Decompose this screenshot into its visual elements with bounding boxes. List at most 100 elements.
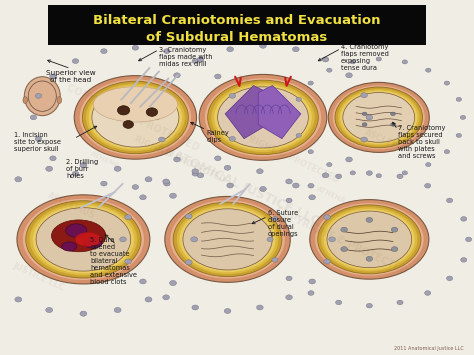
Circle shape [324,215,330,220]
Circle shape [164,181,170,186]
Circle shape [366,115,373,120]
Circle shape [391,112,395,116]
Ellipse shape [93,87,177,122]
Circle shape [224,308,231,313]
Text: of Subdural Hematomas: of Subdural Hematomas [146,31,328,44]
Circle shape [72,171,79,176]
Circle shape [461,217,467,221]
Circle shape [322,57,329,62]
Circle shape [296,97,301,102]
Circle shape [197,173,204,178]
Text: 2011 Anatomical Justice LLC: 2011 Anatomical Justice LLC [394,346,464,351]
Circle shape [308,184,314,188]
Circle shape [308,291,314,295]
Ellipse shape [62,242,77,251]
Circle shape [292,183,299,188]
Circle shape [366,256,373,261]
Circle shape [309,279,316,284]
Text: 3. Craniotomy
flaps made with
midas rex drill: 3. Craniotomy flaps made with midas rex … [159,47,212,67]
Circle shape [376,174,382,178]
Ellipse shape [214,84,312,150]
Circle shape [425,291,431,295]
Circle shape [50,74,56,79]
Text: RIGHT © PROTECTED: RIGHT © PROTECTED [247,135,340,185]
Ellipse shape [17,195,150,284]
Ellipse shape [315,203,424,275]
Ellipse shape [92,88,179,147]
Text: 2. Drilling
of burr
holes: 2. Drilling of burr holes [66,159,98,179]
Circle shape [362,112,367,116]
Ellipse shape [89,86,182,149]
Ellipse shape [338,89,419,146]
Circle shape [158,137,165,142]
Circle shape [460,115,465,119]
Circle shape [456,133,462,137]
Circle shape [163,179,169,184]
Circle shape [100,49,107,54]
Ellipse shape [324,209,415,270]
Ellipse shape [310,200,429,279]
Circle shape [260,43,266,48]
Circle shape [308,150,313,154]
Circle shape [267,237,273,242]
Polygon shape [258,86,301,138]
Ellipse shape [321,207,418,272]
Circle shape [292,115,297,119]
Circle shape [50,156,56,161]
Circle shape [192,59,199,64]
Circle shape [296,133,301,137]
Ellipse shape [205,78,321,157]
Circle shape [229,136,236,141]
Circle shape [118,106,130,115]
Circle shape [350,171,356,175]
Ellipse shape [335,87,422,148]
Ellipse shape [26,201,141,278]
Circle shape [145,177,152,182]
Ellipse shape [173,202,282,277]
Ellipse shape [333,86,425,149]
Circle shape [426,163,431,166]
Circle shape [327,163,332,166]
Circle shape [35,136,42,141]
Circle shape [366,171,373,175]
Circle shape [286,179,292,184]
Circle shape [324,259,330,264]
Ellipse shape [86,83,185,151]
Circle shape [366,218,373,223]
Circle shape [391,247,398,252]
Circle shape [197,57,204,62]
Ellipse shape [177,204,278,274]
Circle shape [153,115,160,120]
Circle shape [286,198,292,203]
Circle shape [227,47,234,52]
Text: COPYRIGHT © PROTECTED: COPYRIGHT © PROTECTED [273,206,409,276]
Ellipse shape [327,211,412,268]
Ellipse shape [218,87,309,148]
Circle shape [346,73,352,78]
Circle shape [132,45,138,50]
Circle shape [164,49,170,54]
Text: Bilateral Craniotomies and Evacuation: Bilateral Craniotomies and Evacuation [93,13,381,27]
Circle shape [444,150,450,154]
Circle shape [229,93,236,98]
Circle shape [227,183,234,188]
Circle shape [425,184,431,188]
Ellipse shape [30,203,137,275]
Ellipse shape [211,83,315,152]
Circle shape [185,260,192,265]
Circle shape [361,137,367,142]
Circle shape [402,60,408,64]
Circle shape [170,280,176,286]
Circle shape [272,258,278,262]
Ellipse shape [318,205,421,274]
Text: COPYRIGHT © PROTECTED: COPYRIGHT © PROTECTED [65,82,201,153]
Circle shape [35,93,42,98]
Ellipse shape [328,82,429,152]
Circle shape [125,259,131,264]
Circle shape [309,195,316,200]
Circle shape [30,115,36,120]
Text: JUSTICE LLC: JUSTICE LLC [233,73,288,105]
Circle shape [173,157,180,162]
Ellipse shape [82,81,188,154]
Polygon shape [225,86,268,138]
